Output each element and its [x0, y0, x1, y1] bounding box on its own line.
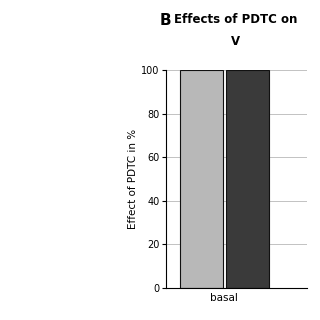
Text: Effects of PDTC on: Effects of PDTC on	[173, 13, 297, 26]
Y-axis label: Effect of PDTC in %: Effect of PDTC in %	[128, 129, 138, 229]
Bar	[180, 70, 223, 288]
Bar	[226, 70, 269, 288]
Text: B: B	[160, 13, 172, 28]
Text: V: V	[231, 35, 240, 48]
